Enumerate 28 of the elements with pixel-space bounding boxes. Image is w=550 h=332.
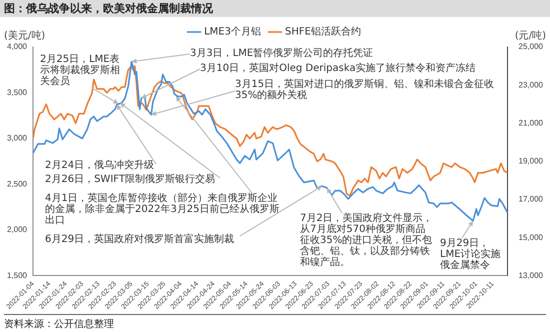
- annotation: 2月26日，SWIFT限制俄罗斯银行交易: [45, 174, 216, 185]
- y-tick-label: 4,000: [6, 42, 28, 52]
- y2-tick-label: 25,000: [518, 42, 544, 52]
- annotation: 7月2日，美国政府文件显示，从7月底对570种俄罗斯商品征收35%的进口关税，但不包含钯、铝、钛，以及部分铸铁和镍产品。: [300, 213, 434, 268]
- annotation: 2月25日，LME表示将制裁俄罗斯相关会员: [40, 54, 120, 87]
- y2-tick-label: 13,000: [518, 270, 544, 280]
- y-tick-label: 3,500: [6, 88, 28, 97]
- y-tick-label: 1,500: [6, 270, 28, 280]
- chart-title: 图：俄乌战争以来，欧美对俄金属制裁情况: [0, 0, 550, 17]
- annotation: 9月29日，LME讨论实施俄金属禁令: [440, 238, 502, 271]
- y2-tick-label: 17,000: [518, 194, 544, 204]
- legend-label: LME3个月铝: [204, 26, 261, 38]
- y2-tick-label: 15,000: [518, 232, 544, 242]
- y-axis-title: (美元/吨): [4, 30, 46, 42]
- annotation: 3月10日，英国对Oleg Deripaska实施了旅行禁令和资产冻结: [200, 63, 477, 74]
- annotation: 3月15日，英国对进口的俄罗斯铜、铝、镍和未锻合金征收35%的额外关税: [235, 79, 496, 101]
- y-tick-label: 2,000: [6, 225, 28, 234]
- y-tick-label: 3,000: [6, 134, 28, 143]
- y2-tick-label: 23,000: [518, 80, 544, 90]
- annotation: 4月1日，英国仓库暂停接收（部分）来自俄罗斯企业的金属，除非金属于2022年3月25日前已经从俄罗斯出口: [45, 193, 281, 226]
- text: 资料来源：公开信息整理: [4, 314, 546, 331]
- annotation: 3月3日，LME暂停俄罗斯公司的存托凭证: [190, 48, 374, 59]
- y2-tick-label: 19,000: [518, 156, 544, 166]
- y2-tick-label: 21,000: [518, 118, 544, 128]
- y2-axis-title: (元/吨): [514, 30, 546, 42]
- y-tick-label: 2,500: [6, 179, 28, 188]
- legend-label: SHFE铝活跃合约: [284, 26, 361, 38]
- annotation: 6月29日，英国政府对俄罗斯首富实施制裁: [45, 234, 236, 245]
